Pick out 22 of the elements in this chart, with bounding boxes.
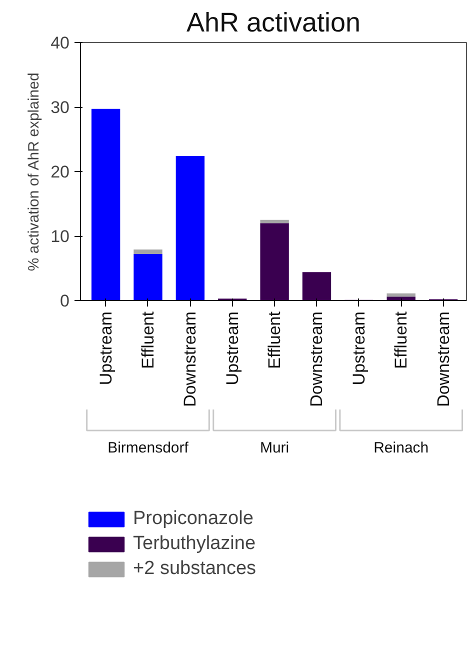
x-tick-label: Effluent	[138, 311, 158, 369]
y-tick-label: 0	[60, 292, 70, 310]
chart-title: AhR activation	[186, 8, 361, 38]
y-tick-label: 40	[50, 34, 70, 52]
x-tick-label: Upstream	[96, 312, 116, 386]
x-tick-label: Upstream	[349, 312, 368, 386]
x-tick-label: Downstream	[307, 311, 326, 407]
legend-label: Propiconazole	[133, 508, 254, 530]
text: Muri	[260, 440, 290, 456]
x-tick-label: Upstream	[222, 312, 242, 386]
y-tick-label: 20	[50, 162, 70, 182]
text: Reinach	[374, 440, 429, 456]
x-tick-label: Effluent	[265, 311, 284, 369]
x-tick-label: Downstream	[180, 311, 200, 407]
legend-label: +2 substances	[133, 558, 256, 580]
y-axis-title: % activation of AhR explained	[26, 72, 43, 272]
legend-label: Terbuthylazine	[133, 533, 256, 555]
x-tick-label: Effluent	[392, 311, 411, 369]
text: Birmensdorf	[108, 440, 190, 456]
x-tick-label: Downstream	[434, 311, 453, 407]
y-tick-label: 10	[50, 227, 70, 246]
y-tick-label: 30	[50, 98, 70, 117]
